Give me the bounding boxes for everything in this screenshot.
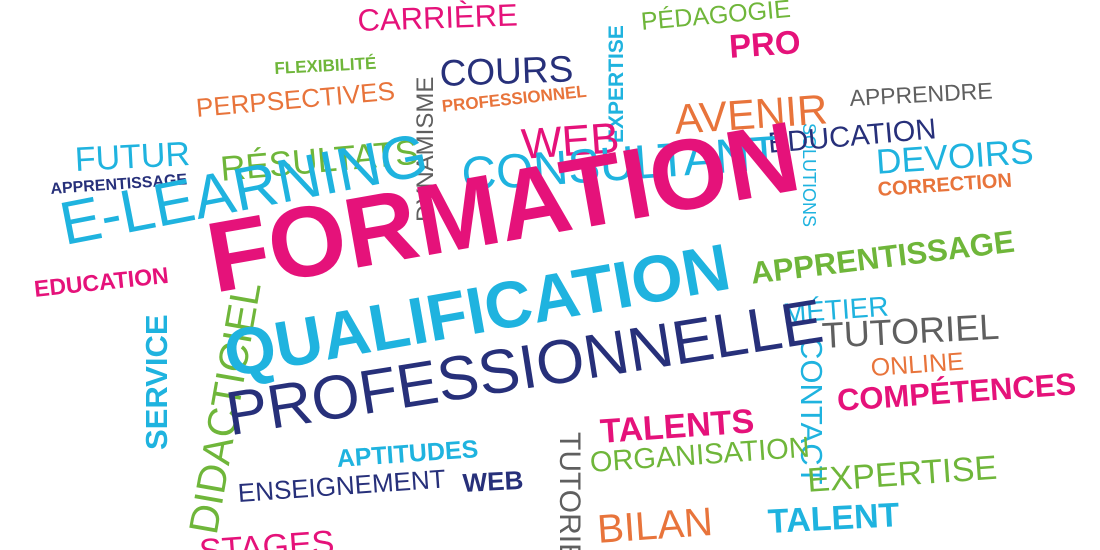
word-apprentissage-right: APPRENTISSAGE — [748, 223, 1017, 291]
word-talent: TALENT — [766, 496, 901, 541]
word-carriere: CARRIÈRE — [356, 0, 519, 38]
word-expertise-bottom: EXPERTISE — [805, 448, 999, 500]
word-flexibilite: FLEXIBILITÉ — [273, 53, 377, 78]
word-service: SERVICE — [139, 314, 174, 450]
word-tutoriel-right: TUTORIEL — [820, 305, 1001, 356]
word-pro: PRO — [727, 23, 802, 65]
word-perspectives: PERPSECTIVES — [194, 75, 397, 123]
word-apprendre: APPRENDRE — [848, 77, 994, 111]
word-bilan: BILAN — [595, 499, 715, 550]
word-enseignement: ENSEIGNEMENT — [236, 463, 447, 508]
word-tutoriel-vertical: TUTORIEL — [553, 432, 586, 550]
word-education-left: EDUCATION — [32, 261, 170, 302]
word-web-bottom: WEB — [461, 464, 525, 498]
